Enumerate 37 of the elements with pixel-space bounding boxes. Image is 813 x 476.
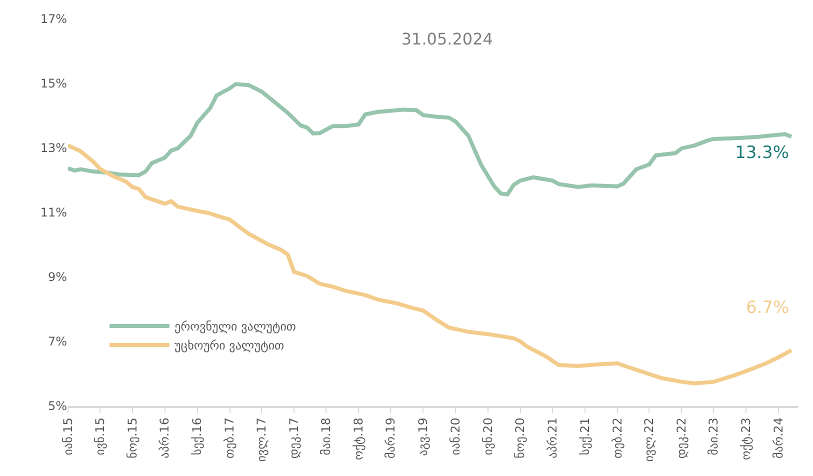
x-tick-label: სექ.21	[578, 418, 592, 456]
x-tick-label: დეკ.22	[674, 418, 689, 459]
x-tick-label: აგვ.19	[416, 418, 430, 456]
x-tick-label: ივნ.15	[92, 418, 107, 456]
y-tick-label: 17%	[40, 12, 67, 26]
x-tick-label: ნოე.20	[513, 418, 528, 458]
legend-label: უცხოური ვალუტით	[174, 338, 285, 353]
x-tick-label: ივლ.17	[254, 418, 268, 462]
line-series	[68, 82, 794, 196]
x-tick-label: თებ.17	[222, 418, 237, 459]
x-tick-label: იან.20	[448, 418, 463, 456]
x-tick-label: მარ.24	[771, 418, 786, 459]
x-tick-label: სექ.16	[190, 418, 204, 456]
legend-label: ეროვნული ვალუტით	[174, 320, 296, 334]
x-tick-label: ნოე.15	[125, 418, 140, 458]
x-tick-label: მაი.18	[319, 418, 334, 456]
y-tick-label: 11%	[40, 206, 67, 220]
x-tick-label: ოქტ.23	[739, 418, 754, 460]
annotation: 13.3%	[735, 143, 790, 163]
x-tick-label: მარ.19	[384, 418, 398, 459]
annotation: 6.7%	[746, 298, 790, 318]
y-tick-label: 15%	[40, 76, 67, 91]
text: 31.05.2024	[401, 30, 493, 49]
x-tick-label: იან.15	[60, 418, 75, 456]
x-tick-label: ოქტ.18	[352, 418, 366, 460]
y-tick-label: 5%	[48, 399, 67, 414]
y-tick-label: 7%	[48, 334, 67, 349]
x-tick-label: ივნ.20	[480, 418, 495, 456]
x-tick-label: აპრ.16	[158, 418, 172, 458]
x-tick-label: თებ.22	[610, 418, 624, 459]
x-tick-label: მაი.23	[706, 418, 721, 456]
line-series	[68, 143, 794, 386]
y-tick-label: 13%	[40, 141, 67, 156]
x-tick-label: ივლ.22	[642, 418, 656, 462]
x-tick-label: აპრ.21	[545, 418, 560, 458]
x-tick-label: დეკ.17	[286, 418, 301, 459]
y-tick-label: 9%	[48, 270, 67, 284]
